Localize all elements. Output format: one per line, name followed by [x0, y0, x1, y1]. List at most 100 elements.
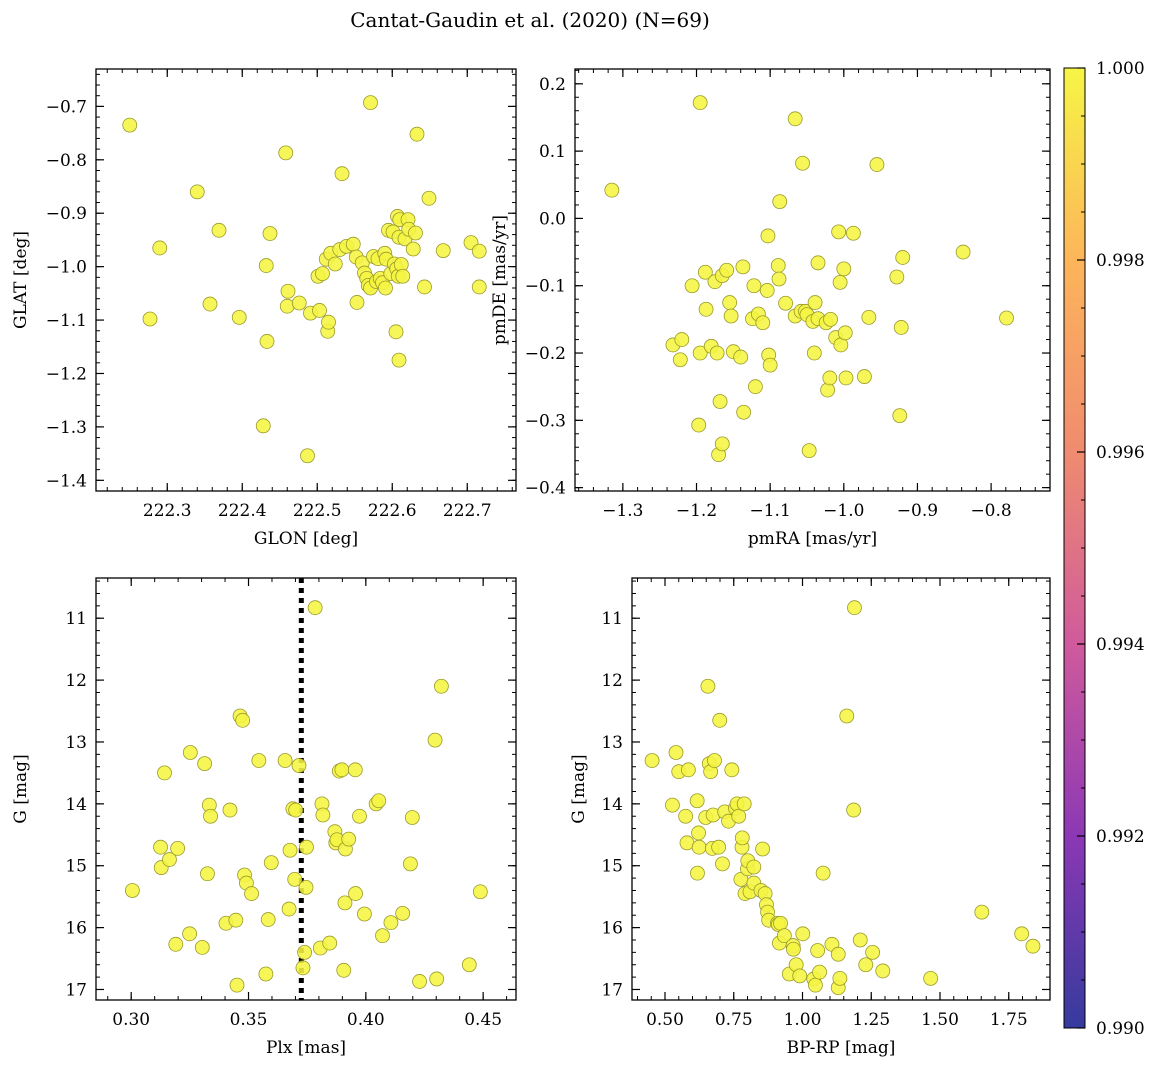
plot-frame: [95, 68, 517, 492]
scatter-point: [244, 886, 259, 901]
scatter-point: [893, 320, 909, 335]
y-tick-label: 13: [601, 733, 623, 753]
scatter-point: [731, 808, 747, 824]
scatter-point: [665, 797, 680, 813]
y-tick-label: 11: [601, 609, 623, 629]
colorbar: 0.990 0.992 0.994 0.996 0.998 1.000: [1063, 59, 1145, 1039]
scatter-point: [691, 825, 706, 841]
y-tick-label: 0.0: [539, 209, 566, 229]
scatter-point: [760, 228, 776, 244]
scatter-point: [839, 708, 855, 724]
y-tick-label: 17: [601, 980, 623, 1000]
x-tick-label: 0.30: [112, 1010, 150, 1030]
y-tick-label: −0.1: [525, 277, 566, 297]
plot-frame: [631, 577, 1051, 1001]
scatter-point: [277, 753, 293, 768]
scatter-point: [736, 796, 752, 812]
scatter-point: [823, 311, 838, 327]
scatter-point: [734, 830, 750, 846]
scatter-point: [709, 345, 725, 361]
scatter-point: [168, 936, 184, 952]
scatter-point: [722, 295, 738, 310]
scatter-point: [755, 315, 771, 331]
scatter-point: [714, 436, 730, 452]
scatter-point: [349, 295, 365, 310]
scatter-point: [691, 839, 707, 855]
x-axis-label: pmRA [mas/yr]: [748, 529, 877, 549]
scatter-point: [689, 793, 705, 809]
scatter-point: [200, 866, 215, 882]
scatter-point: [189, 184, 205, 200]
scatter-point: [847, 600, 862, 616]
scatter-point: [280, 283, 296, 299]
scatter-point: [327, 256, 343, 272]
scatter-point: [322, 935, 338, 951]
scatter-point: [345, 236, 361, 252]
scatter-point: [417, 279, 432, 295]
x-tick-label: 222.7: [443, 501, 492, 521]
x-tick-label: 1.50: [921, 1010, 959, 1030]
scatter-point: [692, 345, 708, 361]
scatter-point: [772, 194, 788, 209]
scatter-point: [472, 884, 488, 900]
scatter-point: [259, 334, 275, 349]
scatter-point: [680, 762, 696, 778]
scatter-point: [776, 928, 792, 944]
scatter-point: [427, 732, 443, 748]
scatter-point: [299, 839, 314, 855]
scatter-point: [260, 912, 276, 927]
scatter-point: [471, 243, 487, 259]
scatter-point: [712, 712, 728, 728]
scatter-point: [258, 258, 274, 273]
scatter-point: [707, 753, 722, 768]
y-tick-label: 12: [601, 671, 623, 691]
x-tick-label: 0.40: [347, 1010, 385, 1030]
x-tick-label: 222.6: [368, 501, 417, 521]
scatter-point: [820, 382, 835, 398]
scatter-point: [337, 895, 353, 911]
scatter-point: [421, 190, 437, 206]
figure-title: Cantat-Gaudin et al. (2020) (N=69): [350, 8, 710, 32]
scatter-point: [251, 753, 267, 768]
scatter-point: [182, 926, 198, 942]
scatter-point: [858, 957, 874, 973]
y-tick-label: −1.1: [46, 311, 87, 331]
x-axis-label: Plx [mas]: [266, 1038, 346, 1058]
scatter-point: [278, 145, 294, 161]
scatter-point: [341, 831, 357, 847]
x-tick-label: −0.8: [970, 501, 1011, 521]
x-tick-label: 0.50: [646, 1010, 684, 1030]
scatter-point: [124, 883, 140, 898]
x-tick-label: 0.35: [230, 1010, 268, 1030]
colorbar-tick-label: 0.998: [1096, 251, 1145, 271]
scatter-point: [838, 370, 854, 386]
scatter-point: [831, 224, 847, 240]
y-tick-label: 13: [65, 733, 87, 753]
scatter-point: [1014, 926, 1030, 942]
scatter-point: [162, 852, 177, 867]
scatter-point: [197, 756, 213, 772]
scatter-point: [228, 912, 244, 928]
scatter-point: [371, 793, 387, 809]
scatter-point: [222, 802, 238, 818]
y-tick-label: 16: [601, 919, 623, 939]
colorbar-tick-label: 1.000: [1096, 59, 1145, 79]
scatter-point: [404, 810, 420, 825]
scatter-point: [733, 349, 749, 365]
y-tick-label: −1.2: [46, 364, 87, 384]
scatter-point: [336, 962, 352, 978]
y-axis-label: pmDE [mas/yr]: [490, 215, 510, 345]
colorbar-tick-label: 0.994: [1096, 635, 1145, 655]
scatter-point: [748, 379, 763, 395]
x-tick-label: 0.45: [464, 1010, 502, 1030]
scatter-point: [812, 964, 827, 980]
x-tick-label: −1.3: [602, 501, 643, 521]
scatter-point: [262, 226, 278, 241]
y-axis-label: G [mag]: [11, 754, 31, 823]
scatter-point: [282, 842, 298, 858]
scatter-point: [690, 865, 705, 881]
scatter-point: [735, 259, 751, 275]
scatter-point: [334, 166, 350, 182]
scatter-point: [357, 906, 372, 922]
y-tick-label: 14: [601, 795, 623, 815]
